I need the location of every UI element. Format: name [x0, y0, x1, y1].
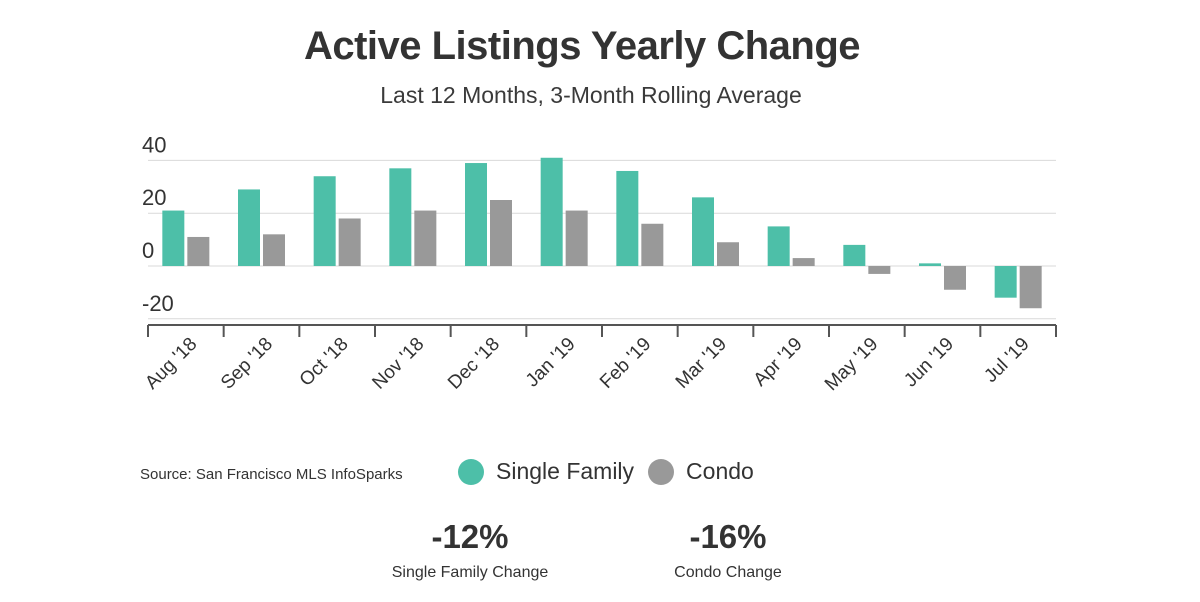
single-family-bar — [994, 266, 1017, 298]
bars — [162, 157, 1042, 309]
condo-bar — [641, 223, 664, 266]
x-axis — [147, 324, 1057, 337]
x-tick-label: Apr '19 — [750, 334, 807, 391]
condo-change-stat: -16% Condo Change — [618, 518, 838, 582]
condo-bar — [792, 258, 815, 266]
single-family-bar — [313, 176, 336, 266]
single-family-change-stat: -12% Single Family Change — [360, 518, 580, 582]
y-tick-label: 0 — [142, 238, 154, 263]
source-note: Source: San Francisco MLS InfoSparks — [140, 466, 403, 483]
x-tick-label: Dec '18 — [444, 334, 504, 394]
condo-bar — [717, 242, 739, 266]
single-family-bar — [919, 263, 941, 266]
condo-change-label: Condo Change — [674, 564, 782, 581]
x-tick-label: Aug '18 — [141, 334, 201, 394]
single-family-change-label: Single Family Change — [391, 564, 549, 581]
legend-item-single-family: Single Family — [458, 458, 634, 485]
gridlines — [148, 159, 1056, 320]
chart-title: Active Listings Yearly Change — [303, 24, 861, 68]
legend: Single Family Condo — [458, 458, 768, 485]
single-family-bar — [238, 189, 260, 266]
single-family-bar — [540, 157, 563, 266]
condo-bar — [263, 234, 285, 266]
y-tick-label: 40 — [142, 132, 166, 157]
x-tick-label: Jun '19 — [900, 334, 958, 392]
condo-bar — [868, 266, 891, 274]
chart-subtitle: Last 12 Months, 3-Month Rolling Average — [380, 82, 802, 108]
y-tick-label: 20 — [142, 185, 166, 210]
condo-bar — [338, 218, 361, 266]
single-family-bar — [616, 170, 639, 266]
legend-label-single-family: Single Family — [496, 458, 635, 484]
x-tick-label: May '19 — [821, 334, 882, 395]
single-family-bar — [162, 210, 185, 266]
x-tick-label: Nov '18 — [368, 334, 428, 394]
condo-bar — [565, 210, 588, 266]
legend-item-condo: Condo — [648, 458, 754, 485]
condo-bar — [944, 266, 966, 290]
single-family-bar — [389, 168, 412, 266]
x-tick-label: Jul '19 — [980, 334, 1033, 387]
condo-bar — [187, 236, 210, 266]
single-family-change-value: -12% — [431, 518, 509, 555]
x-tick-label: Jan '19 — [522, 334, 580, 392]
single-family-bar — [692, 197, 714, 266]
x-tick-label: Mar '19 — [672, 334, 731, 393]
condo-change-value: -16% — [689, 518, 767, 555]
y-tick-label: -20 — [142, 291, 174, 316]
x-tick-label: Oct '18 — [296, 334, 353, 391]
condo-bar — [490, 200, 512, 266]
condo-bar — [1019, 266, 1042, 309]
condo-bar — [414, 210, 437, 266]
x-tick-labels: Aug '18 Sep '18 Oct '18 Nov '18 Dec '18 Jan '… — [141, 334, 1033, 395]
x-tick-label: Sep '18 — [217, 334, 277, 394]
condo-swatch-icon — [648, 458, 675, 485]
x-tick-label: Feb '19 — [596, 334, 655, 393]
legend-label-condo: Condo — [686, 458, 754, 484]
single-family-bar — [843, 244, 866, 266]
single-family-bar — [465, 163, 487, 266]
y-tick-labels: 40 20 0 -20 — [142, 132, 174, 315]
single-family-bar — [767, 226, 790, 266]
single-family-swatch-icon — [458, 458, 484, 485]
